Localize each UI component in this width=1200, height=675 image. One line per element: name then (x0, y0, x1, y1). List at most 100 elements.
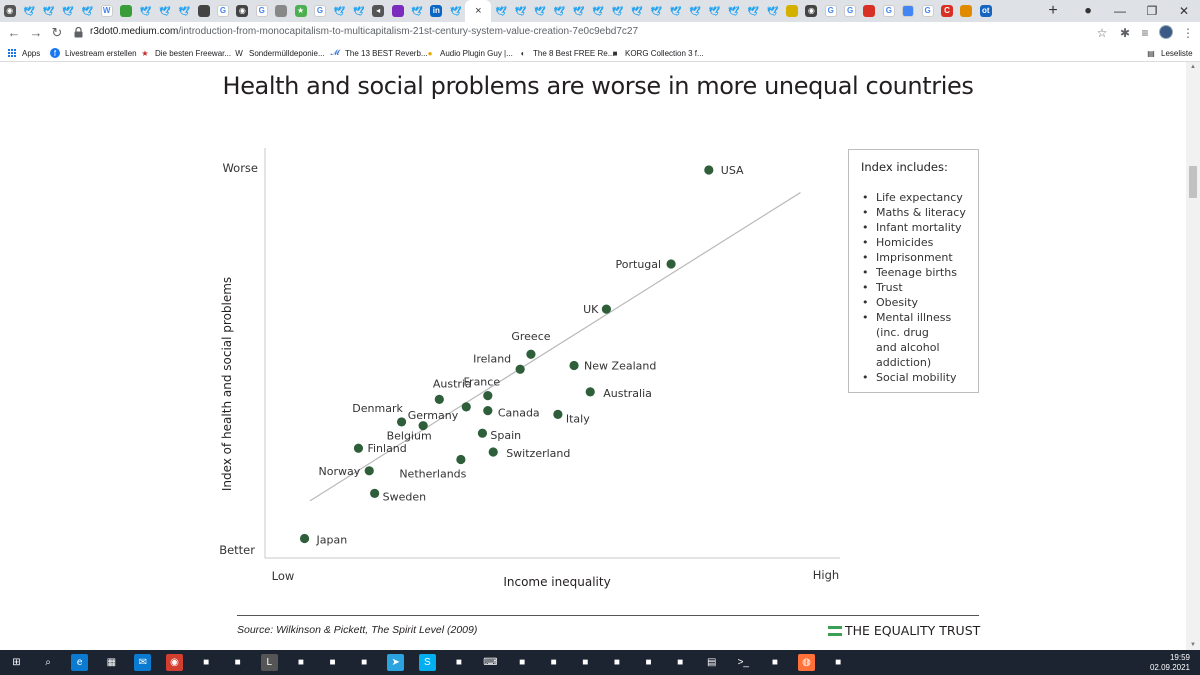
tab[interactable]: 🕊 (39, 0, 58, 22)
tab[interactable]: ◉ (0, 0, 19, 22)
tab[interactable]: C (937, 0, 956, 22)
tab[interactable]: 🕊 (58, 0, 77, 22)
tab[interactable] (860, 0, 879, 22)
scroll-thumb[interactable] (1189, 166, 1197, 198)
app-icon[interactable]: ■ (203, 657, 210, 668)
tab[interactable]: G (918, 0, 937, 22)
tab[interactable]: G (213, 0, 232, 22)
tab[interactable]: 🕊 (330, 0, 349, 22)
close-tab-icon[interactable]: × (475, 5, 482, 17)
app-icon[interactable]: ■ (455, 657, 462, 668)
tab[interactable]: 🕊 (569, 0, 588, 22)
store-icon[interactable]: ▦ (106, 657, 117, 668)
tab[interactable]: G (252, 0, 271, 22)
tab[interactable]: 🕊 (685, 0, 704, 22)
media-icon[interactable]: ≡ (1141, 26, 1149, 40)
tab[interactable]: 🕊 (155, 0, 174, 22)
back-button[interactable]: ← (7, 25, 21, 40)
tab[interactable]: W (97, 0, 116, 22)
bookmark-item[interactable]: ● Audio Plugin Guy |... (425, 46, 513, 60)
tab[interactable]: 🕊 (78, 0, 97, 22)
forward-button[interactable]: → (29, 25, 43, 40)
app-icon[interactable]: ■ (677, 657, 684, 668)
tab[interactable]: ◉ (233, 0, 252, 22)
system-clock[interactable]: 19:59 02.09.2021 (1150, 653, 1190, 673)
app-icon[interactable]: ■ (297, 657, 304, 668)
bookmark-item[interactable]: ■ KORG Collection 3 f... (610, 46, 704, 60)
bookmark-item[interactable]: 𝓜 The 13 BEST Reverb... (330, 46, 428, 60)
tab[interactable]: 🕊 (647, 0, 666, 22)
address-bar[interactable]: r3dot0.medium.com/introduction-from-mono… (90, 26, 638, 37)
tab[interactable]: 🕊 (705, 0, 724, 22)
tab[interactable]: ot (976, 0, 995, 22)
tab[interactable]: G (840, 0, 859, 22)
tab[interactable]: 🕊 (588, 0, 607, 22)
reading-list-button[interactable]: ▤ Leseliste (1146, 46, 1192, 60)
tab[interactable]: 🕊 (743, 0, 762, 22)
bookmark-item[interactable]: ◐ The 8 Best FREE Re... (518, 46, 615, 60)
keyboard-icon[interactable]: ⌨ (483, 657, 498, 668)
tab[interactable]: in (427, 0, 446, 22)
tab[interactable] (194, 0, 213, 22)
app-icon[interactable]: ■ (582, 657, 589, 668)
app-icon[interactable]: ■ (519, 657, 526, 668)
tab[interactable]: G (821, 0, 840, 22)
tab[interactable]: ★ (291, 0, 310, 22)
minimize-button[interactable]: — (1114, 4, 1126, 18)
search-icon[interactable]: ⌕ (45, 657, 51, 668)
menu-icon[interactable]: ⋮ (1182, 26, 1194, 40)
tab[interactable] (271, 0, 290, 22)
mail-icon[interactable]: ✉ (134, 654, 152, 671)
tab[interactable]: 🕊 (349, 0, 368, 22)
tab[interactable]: 🕊 (19, 0, 38, 22)
tab[interactable]: 🕊 (511, 0, 530, 22)
tab[interactable]: 🕊 (175, 0, 194, 22)
new-tab-button[interactable]: + (1048, 2, 1058, 19)
start-icon[interactable]: ⊞ (12, 657, 21, 668)
tab[interactable] (957, 0, 976, 22)
bookmark-item[interactable]: Apps (8, 46, 40, 60)
skype-icon[interactable]: S (418, 654, 436, 671)
scroll-down-arrow[interactable]: ▼ (1190, 642, 1196, 648)
restore-button[interactable]: ❐ (1146, 4, 1158, 18)
tab[interactable]: 🕊 (608, 0, 627, 22)
app-icon[interactable]: ■ (613, 657, 620, 668)
extensions-icon[interactable]: ✱ (1119, 26, 1131, 40)
close-window-button[interactable]: ✕ (1178, 4, 1190, 18)
app-icon[interactable]: ■ (550, 657, 557, 668)
tab[interactable]: 🕊 (446, 0, 465, 22)
tab[interactable]: 🕊 (491, 0, 510, 22)
tab[interactable]: 🕊 (763, 0, 782, 22)
app-icon[interactable]: ■ (329, 657, 336, 668)
tab[interactable] (116, 0, 135, 22)
edge-icon[interactable]: e (71, 654, 89, 671)
lock-icon[interactable] (74, 27, 83, 38)
tab[interactable] (388, 0, 407, 22)
app-icon[interactable]: ■ (835, 657, 842, 668)
tab[interactable]: 🕊 (550, 0, 569, 22)
app-icon[interactable]: ■ (771, 657, 778, 668)
tab[interactable] (782, 0, 801, 22)
tab[interactable]: 🕊 (136, 0, 155, 22)
page-scrollbar[interactable]: ▲ ▼ (1186, 62, 1200, 650)
tab[interactable]: G (879, 0, 898, 22)
tab[interactable]: ◂ (368, 0, 387, 22)
tab-active[interactable]: × (465, 0, 492, 22)
bookmark-item[interactable]: W Sondermülldeponie... (234, 46, 324, 60)
avatar[interactable] (1159, 25, 1173, 39)
live-icon[interactable]: L (260, 654, 278, 671)
terminal-icon[interactable]: >_ (737, 657, 749, 668)
tab[interactable]: G (310, 0, 329, 22)
bookmark-item[interactable]: f Livestream erstellen (50, 46, 137, 60)
app-icon[interactable]: ■ (645, 657, 652, 668)
telegram-icon[interactable]: ➤ (387, 654, 405, 671)
profile-menu-icon[interactable]: ⚫ (1082, 4, 1094, 18)
tab[interactable]: 🕊 (530, 0, 549, 22)
firefox-icon[interactable]: ◍ (798, 654, 815, 671)
tab[interactable]: ◉ (802, 0, 821, 22)
chrome-icon[interactable]: ◉ (166, 654, 183, 671)
tab[interactable]: 🕊 (407, 0, 426, 22)
scroll-up-arrow[interactable]: ▲ (1190, 64, 1196, 70)
tab[interactable]: 🕊 (627, 0, 646, 22)
tab[interactable]: 🕊 (666, 0, 685, 22)
